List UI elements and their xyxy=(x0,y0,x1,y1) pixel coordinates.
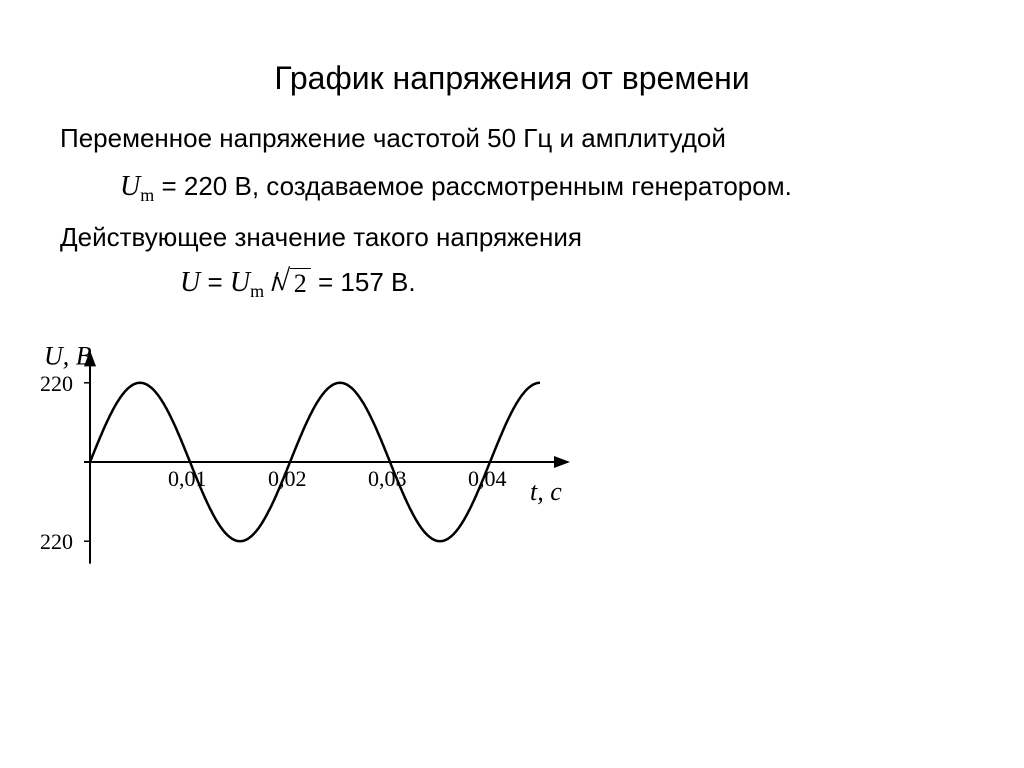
var-um-u: U xyxy=(120,171,140,202)
formula-rms: U = Um / √2 = 157 В. xyxy=(60,267,964,302)
svg-text:t, с: t, с xyxy=(530,477,562,506)
svg-text:220: 220 xyxy=(40,529,73,554)
sqrt-arg: 2 xyxy=(290,268,311,299)
paragraph-1-line-2: Um = 220 В, создаваемое рассмотренным ге… xyxy=(60,168,964,207)
chart-svg: U, Вt, с2202200,010,020,030,04 xyxy=(20,312,580,612)
var-um-sub: m xyxy=(140,185,154,205)
svg-text:U, В: U, В xyxy=(44,341,92,370)
formula-var-um-u: U xyxy=(230,267,250,298)
paragraph-1-rest: = 220 В, создаваемое рассмотренным генер… xyxy=(154,171,792,201)
paragraph-1-line-1: Переменное напряжение частотой 50 Гц и а… xyxy=(60,121,964,156)
page-title: График напряжения от времени xyxy=(60,60,964,97)
formula-var-u: U xyxy=(180,267,200,298)
paragraph-2: Действующее значение такого напряжения xyxy=(60,220,964,255)
formula-result: = 157 В. xyxy=(311,267,416,297)
sqrt-sign: √ xyxy=(274,264,290,298)
svg-text:220: 220 xyxy=(40,371,73,396)
voltage-time-chart: U, Вt, с2202200,010,020,030,04 xyxy=(20,312,964,617)
formula-var-um-sub: m xyxy=(250,281,264,301)
formula-eq: = xyxy=(200,267,230,297)
sqrt-wrap: √2 xyxy=(290,268,311,299)
